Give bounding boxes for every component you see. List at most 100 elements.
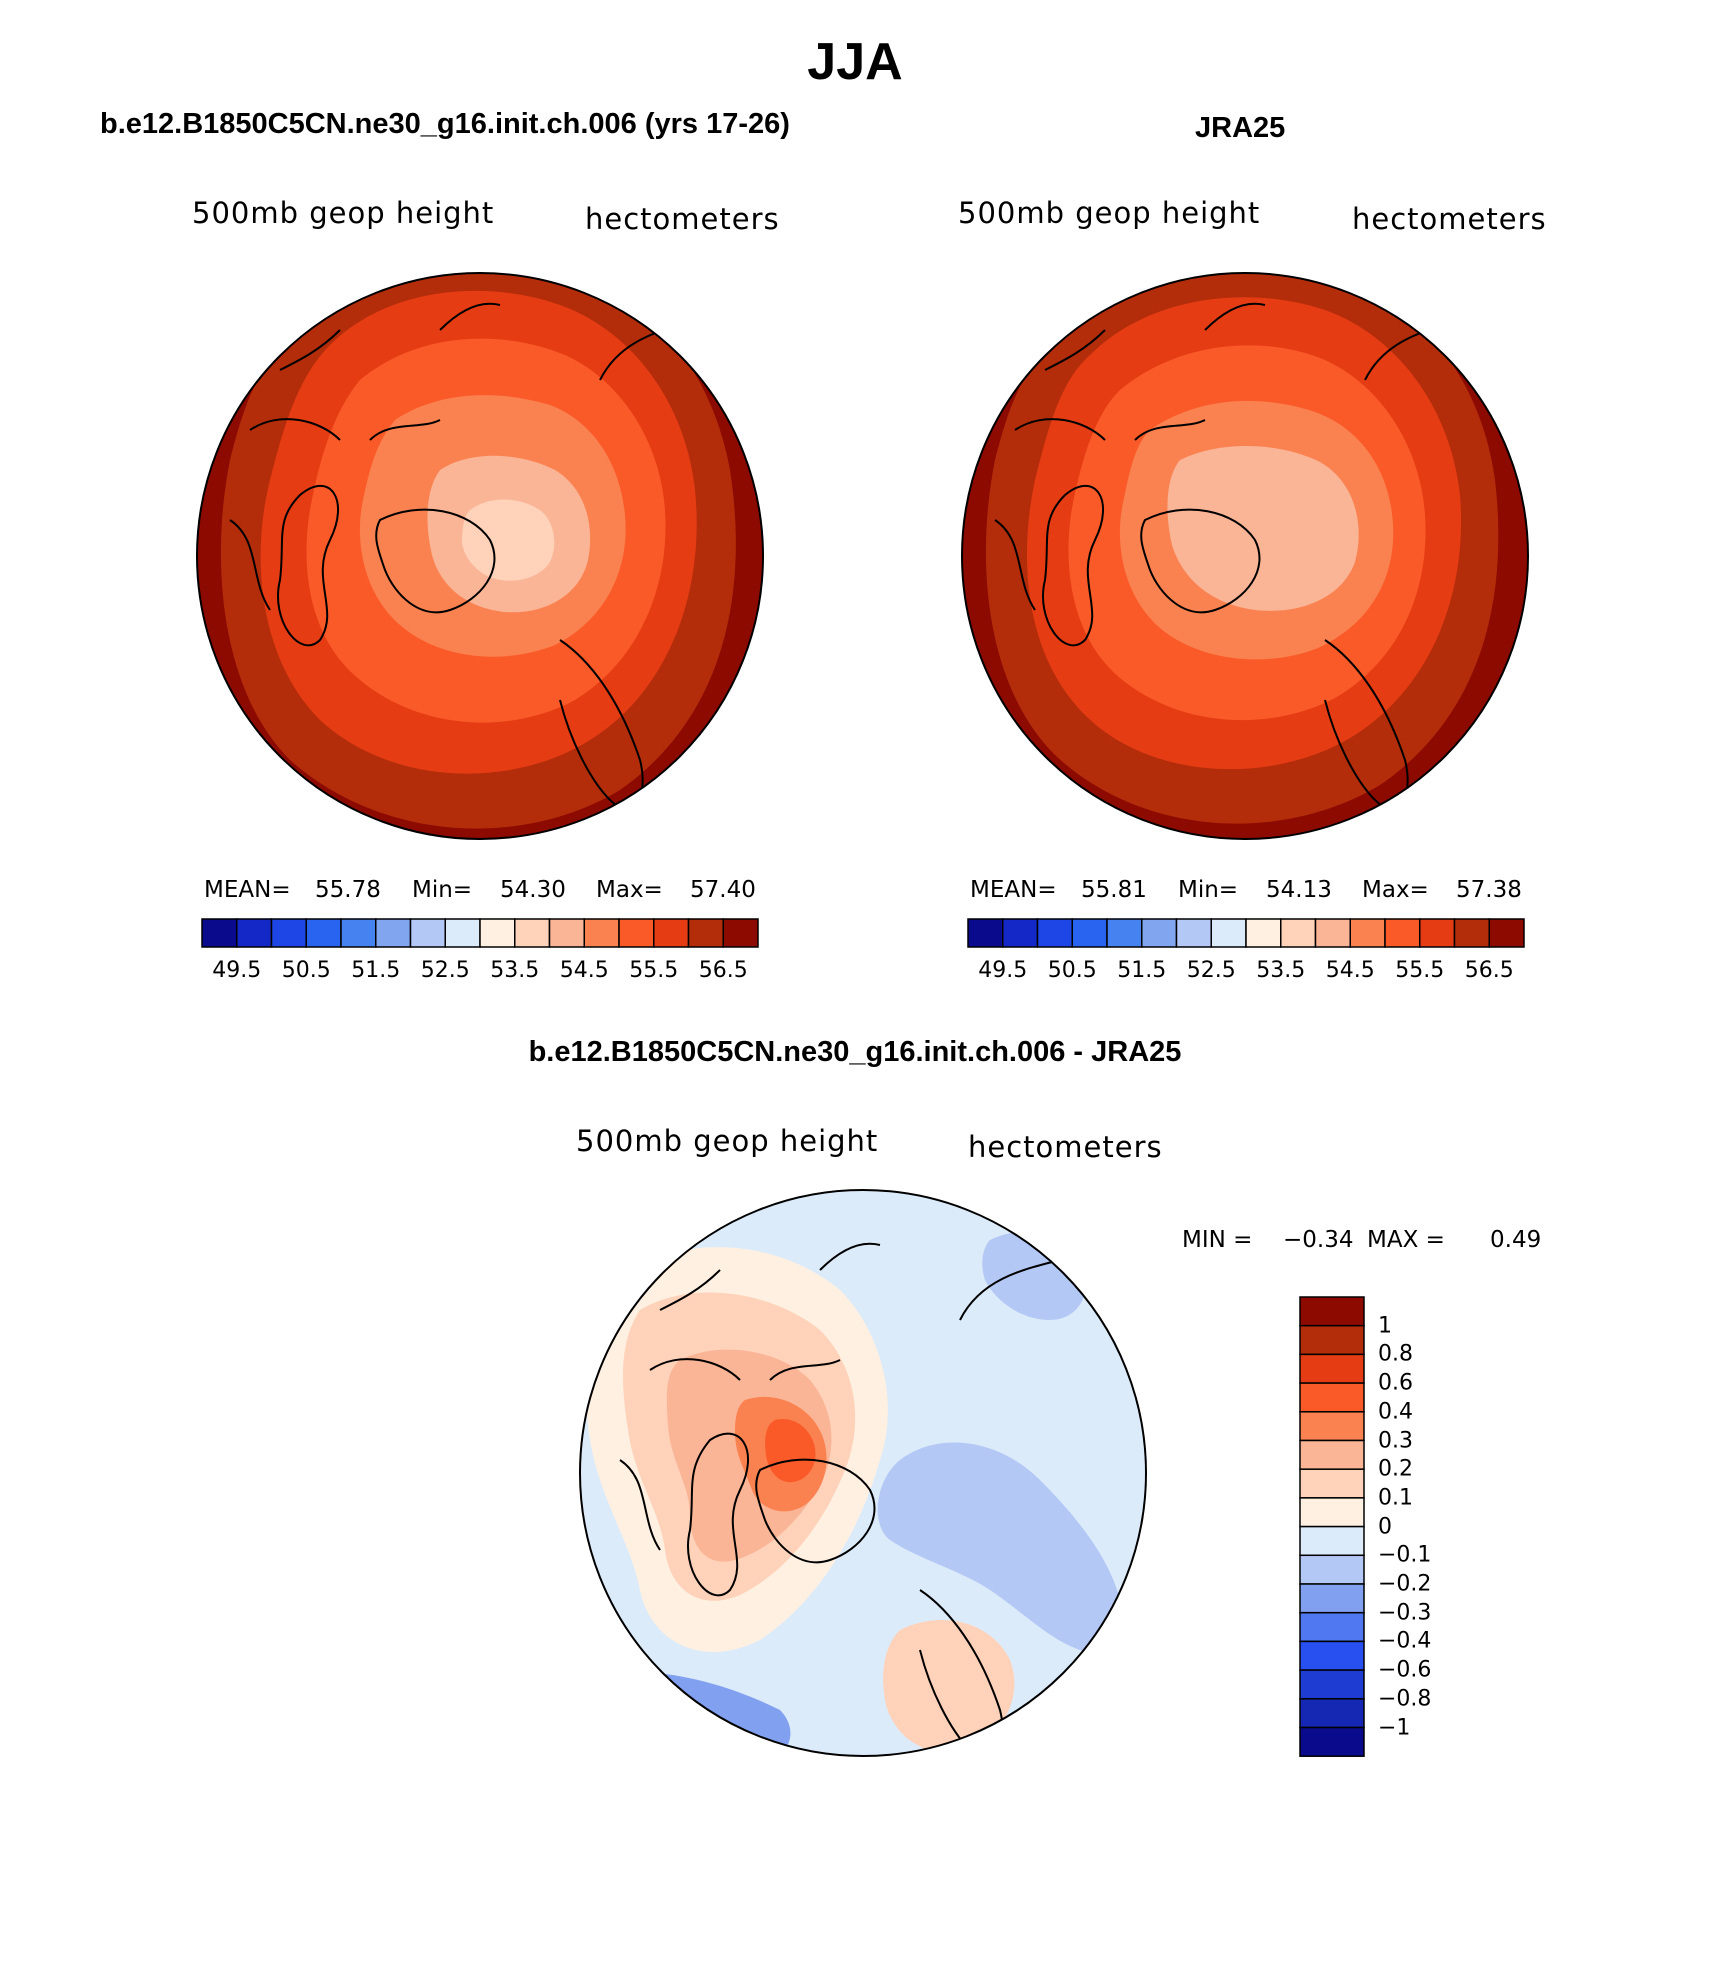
- obs-colorbar-cell: [1106, 918, 1143, 948]
- diff-colorbar-tick: 0.1: [1378, 1485, 1413, 1511]
- model-colorbar-cell: [618, 918, 655, 948]
- diff-colorbar-tick: −1: [1378, 1715, 1411, 1740]
- model-colorbar-cell: [305, 918, 342, 948]
- diff-panel-title: b.e12.B1850C5CN.ne30_g16.init.ch.006 - J…: [528, 1036, 1182, 1068]
- obs-colorbar-cell: [1245, 918, 1282, 948]
- model-mean-value: 55.78: [315, 877, 381, 903]
- diff-max-value: 0.49: [1490, 1227, 1542, 1253]
- obs-colorbar-cell: [1071, 918, 1108, 948]
- model-colorbar-tick: 53.5: [490, 958, 540, 983]
- obs-colorbar-tick: 56.5: [1464, 958, 1514, 983]
- diff-variable-label: 500mb geop height: [576, 1124, 879, 1158]
- diff-colorbar-tick: 1: [1378, 1313, 1392, 1339]
- obs-units-label: hectometers: [1352, 202, 1547, 236]
- obs-colorbar-tick: 49.5: [978, 958, 1028, 983]
- obs-colorbar-cell: [1384, 918, 1421, 948]
- diff-colorbar-cell: [1299, 1353, 1365, 1384]
- diff-colorbar-cell: [1299, 1497, 1365, 1528]
- diff-colorbar-cell: [1299, 1726, 1365, 1757]
- diff-colorbar-tick: −0.4: [1378, 1628, 1432, 1654]
- model-colorbar-cell: [409, 918, 446, 948]
- obs-colorbar-tick: 53.5: [1256, 958, 1306, 983]
- obs-colorbar-tick: 55.5: [1395, 958, 1445, 983]
- diff-colorbar-tick: −0.6: [1378, 1657, 1432, 1683]
- model-colorbar-cell: [201, 918, 238, 948]
- model-colorbar-tick: 51.5: [351, 958, 401, 983]
- obs-colorbar-cell: [1175, 918, 1212, 948]
- model-min-label: Min=: [412, 877, 473, 903]
- model-colorbar-cell: [514, 918, 551, 948]
- diff-colorbar-tick: 0.2: [1378, 1456, 1413, 1482]
- model-variable-label: 500mb geop height: [192, 196, 495, 230]
- diff-colorbar-cell: [1299, 1583, 1365, 1614]
- obs-colorbar-cell: [1419, 918, 1456, 948]
- diff-colorbar-cell: [1299, 1439, 1365, 1470]
- diff-polar-map: [579, 1189, 1147, 1757]
- model-polar-map: [196, 272, 764, 840]
- obs-min-value: 54.13: [1266, 877, 1332, 903]
- obs-polar-map: [961, 272, 1529, 840]
- diff-colorbar-tick: −0.2: [1378, 1571, 1432, 1597]
- diff-colorbar-cell: [1299, 1525, 1365, 1557]
- obs-variable-label: 500mb geop height: [958, 196, 1261, 230]
- diff-units-label: hectometers: [968, 1130, 1163, 1164]
- diff-colorbar-cell: [1299, 1640, 1365, 1671]
- obs-colorbar-cell: [967, 918, 1004, 948]
- diff-colorbar-tick: −0.1: [1378, 1542, 1432, 1568]
- diff-colorbar: [1299, 1296, 1365, 1757]
- obs-min-label: Min=: [1178, 877, 1239, 903]
- obs-colorbar-cell: [1280, 918, 1317, 948]
- diff-colorbar-cell: [1299, 1611, 1365, 1643]
- model-colorbar-cell: [375, 918, 412, 948]
- model-colorbar-tick: 54.5: [559, 958, 609, 983]
- diff-colorbar-tick: 0.8: [1378, 1341, 1413, 1367]
- diff-max-label: MAX =: [1367, 1227, 1445, 1253]
- obs-panel-title: JRA25: [1195, 112, 1286, 144]
- diff-colorbar-cell: [1299, 1324, 1365, 1356]
- diff-contour-pos-05: [765, 1419, 816, 1483]
- model-colorbar-tick: 56.5: [698, 958, 748, 983]
- obs-colorbar-cell: [1210, 918, 1247, 948]
- obs-map-border: [961, 272, 1529, 840]
- season-title: JJA: [807, 33, 903, 91]
- model-colorbar-cell: [687, 918, 724, 948]
- diff-colorbar-cell: [1299, 1698, 1365, 1729]
- model-units-label: hectometers: [585, 202, 780, 236]
- diff-map-border: [579, 1189, 1147, 1757]
- obs-colorbar-tick: 52.5: [1186, 958, 1236, 983]
- obs-colorbar-cell: [1036, 918, 1073, 948]
- obs-mean-value: 55.81: [1081, 877, 1147, 903]
- model-colorbar-cell: [479, 918, 516, 948]
- obs-max-label: Max=: [1362, 877, 1429, 903]
- model-colorbar-cell: [236, 918, 273, 948]
- diff-min-value: −0.34: [1283, 1227, 1354, 1253]
- model-map-border: [196, 272, 764, 840]
- obs-colorbar-cell: [1141, 918, 1178, 948]
- diff-colorbar-cell: [1299, 1411, 1365, 1442]
- model-colorbar-cell: [548, 918, 585, 948]
- model-min-value: 54.30: [500, 877, 566, 903]
- model-panel-title: b.e12.B1850C5CN.ne30_g16.init.ch.006 (yr…: [100, 108, 790, 140]
- diff-min-label: MIN =: [1182, 1227, 1253, 1253]
- obs-colorbar-cell: [1002, 918, 1039, 948]
- model-colorbar-cell: [722, 918, 759, 948]
- diff-colorbar-cell: [1299, 1669, 1365, 1700]
- diff-colorbar-cell: [1299, 1296, 1365, 1327]
- diff-colorbar-tick: 0.6: [1378, 1370, 1413, 1396]
- model-colorbar-cell: [583, 918, 620, 948]
- model-contour-level-7: [461, 499, 555, 581]
- model-colorbar-cell: [444, 918, 481, 948]
- diff-colorbar-tick: 0.3: [1378, 1428, 1413, 1453]
- obs-colorbar-cell: [1314, 918, 1351, 948]
- model-colorbar-tick: 50.5: [281, 958, 331, 983]
- diff-coastlines: [619, 1242, 1061, 1756]
- diff-colorbar-tick: 0.4: [1378, 1399, 1413, 1425]
- obs-colorbar: [967, 918, 1525, 948]
- model-colorbar-tick: 52.5: [420, 958, 470, 983]
- obs-colorbar-cell: [1453, 918, 1490, 948]
- diff-colorbar-tick: −0.3: [1378, 1600, 1432, 1626]
- obs-colorbar-tick: 54.5: [1325, 958, 1375, 983]
- obs-colorbar-tick: 50.5: [1047, 958, 1097, 983]
- obs-max-value: 57.38: [1456, 877, 1522, 903]
